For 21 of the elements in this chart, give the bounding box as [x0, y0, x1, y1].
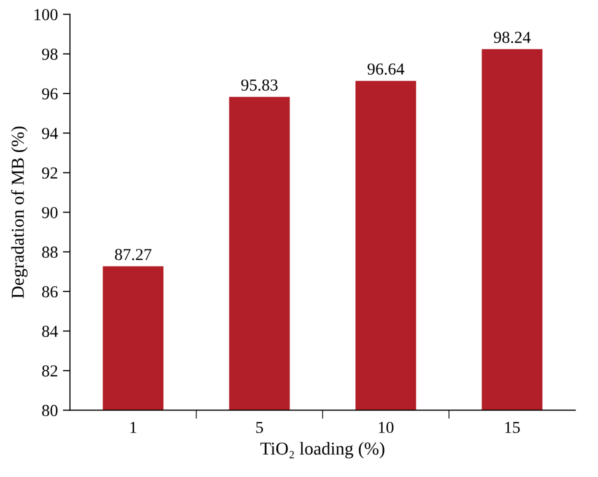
y-tick-label: 84: [42, 326, 58, 337]
y-tick-label: 82: [42, 365, 58, 377]
y-tick-label: 80: [42, 404, 58, 416]
y-tick-label: 98: [42, 48, 58, 60]
y-tick-label: 88: [42, 246, 58, 258]
data-label: 96.64: [368, 63, 404, 75]
x-axis-title: TiO₂ loading (%): [260, 442, 384, 458]
data-label: 95.83: [241, 79, 278, 91]
data-label: 98.24: [494, 32, 531, 44]
data-label: 87.27: [115, 248, 152, 260]
y-tick-label: 94: [42, 128, 58, 140]
x-tick-label: 10: [378, 422, 394, 434]
y-tick-label: 90: [42, 206, 58, 218]
y-tick-label: 92: [42, 167, 58, 179]
y-tick-label: 100: [34, 9, 58, 20]
y-axis-title: Degradation of MB (%): [10, 126, 28, 298]
x-tick-label: 15: [505, 422, 520, 434]
x-tick-label: 5: [256, 422, 263, 434]
y-tick-label: 96: [42, 88, 58, 100]
x-tick-label: 1: [130, 422, 136, 433]
y-tick-label: 86: [42, 286, 58, 298]
